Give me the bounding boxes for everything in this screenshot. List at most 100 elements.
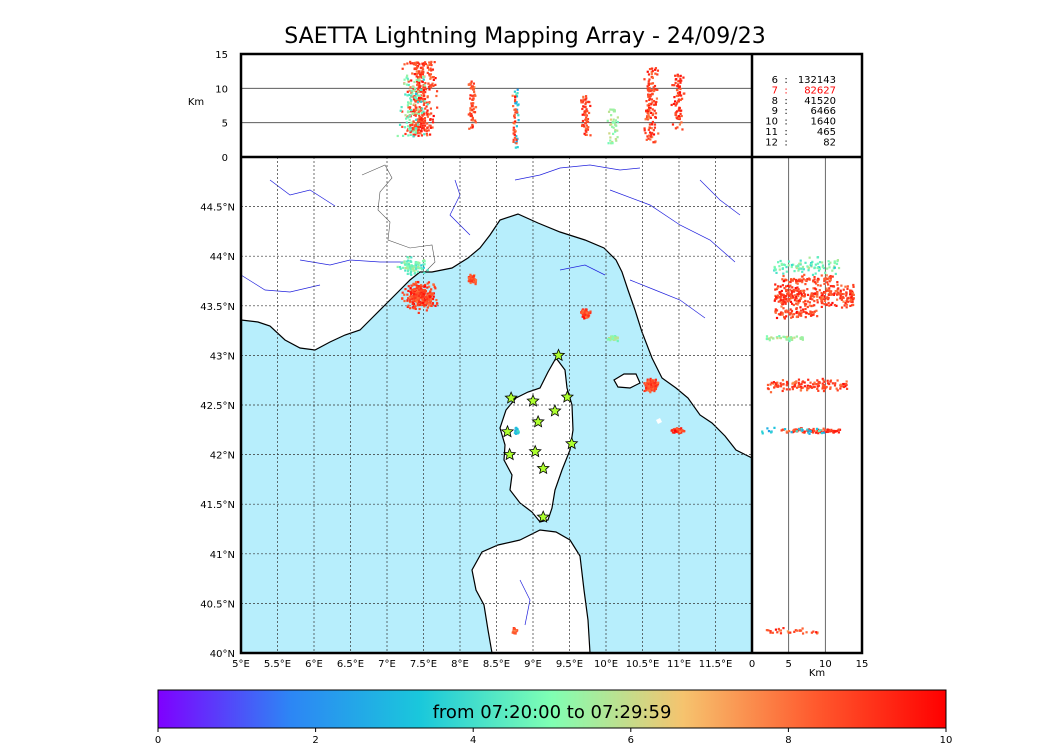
altitude-tick-label: 5 (222, 119, 228, 130)
lightning-point (417, 79, 421, 82)
lightning-point (779, 313, 782, 316)
lightning-point (429, 126, 432, 129)
lightning-point (423, 271, 426, 274)
lightning-point (423, 61, 427, 64)
legend-count: 132143 (798, 75, 836, 86)
lightning-point (799, 259, 802, 262)
lightning-point (781, 312, 784, 315)
lightning-point (431, 126, 434, 129)
lightning-point (404, 269, 407, 272)
lightning-point (422, 110, 425, 113)
lightning-point (789, 288, 792, 291)
lightning-point (419, 97, 422, 100)
lightning-point (679, 87, 682, 91)
lightning-point (584, 102, 587, 106)
lightning-point (420, 268, 424, 271)
lightning-point (807, 378, 810, 381)
lightning-point (819, 284, 822, 287)
lightning-point (808, 429, 811, 432)
lightning-point (653, 141, 657, 144)
lightning-point (613, 336, 616, 339)
lightning-point (417, 265, 420, 269)
lightning-point (786, 284, 790, 287)
lightning-point (420, 70, 423, 73)
lightning-point (516, 428, 519, 431)
lightning-point (801, 270, 804, 273)
lightning-point (512, 126, 515, 129)
lightning-point (827, 428, 830, 432)
lightning-point (422, 259, 426, 262)
lightning-point (431, 121, 435, 124)
lightning-point (403, 126, 407, 129)
lightning-point (414, 291, 417, 295)
lightning-point (426, 134, 429, 137)
lightning-point (813, 310, 816, 313)
lightning-point (408, 301, 412, 304)
lightning-point (651, 70, 654, 73)
lightning-point (795, 335, 799, 338)
lightning-point (819, 429, 822, 432)
lightning-point (678, 94, 681, 97)
lightning-point (837, 266, 841, 270)
lightning-point (430, 83, 433, 86)
lightning-point (789, 294, 792, 298)
lightning-point (769, 630, 772, 633)
lightning-point (780, 383, 783, 387)
longitude-tick-label: 7°E (378, 659, 396, 670)
lightning-point (845, 303, 849, 306)
lightning-point (801, 386, 804, 389)
lightning-point (420, 291, 423, 294)
lightning-point (409, 272, 412, 275)
lightning-point (651, 101, 654, 104)
lightning-point (406, 305, 409, 309)
lightning-point (613, 121, 616, 124)
lightning-point (793, 630, 796, 633)
lightning-point (430, 288, 433, 291)
legend-separator: : (784, 137, 787, 148)
lightning-point (418, 94, 422, 97)
lightning-point (417, 311, 420, 315)
lightning-point (779, 285, 782, 288)
lightning-point (516, 92, 519, 95)
lightning-point (768, 337, 771, 340)
lightning-point (780, 262, 783, 265)
lightning-point (472, 94, 475, 97)
lightning-point (800, 314, 803, 317)
lightning-point (822, 389, 826, 393)
legend-count: 82 (823, 137, 836, 148)
right-panel-grid (788, 157, 826, 653)
lightning-point (827, 293, 830, 296)
lightning-point (806, 265, 809, 268)
lightning-point (796, 286, 799, 289)
lightning-point (651, 108, 654, 111)
lightning-point (426, 115, 429, 118)
lightning-point (645, 389, 648, 392)
lightning-point (583, 132, 586, 135)
lightning-point (829, 279, 832, 282)
lightning-point (803, 430, 806, 433)
lightning-point (416, 64, 420, 68)
lightning-point (407, 79, 410, 82)
lightning-point (406, 272, 409, 276)
station-star (531, 414, 545, 428)
lightning-point (607, 337, 610, 341)
lightning-point (648, 78, 651, 81)
lightning-point (811, 273, 815, 276)
lightning-point (403, 78, 406, 81)
lightning-point (652, 86, 655, 89)
lightning-point (422, 75, 426, 78)
lightning-point (816, 428, 819, 432)
lightning-point (816, 431, 819, 434)
lightning-point (584, 129, 587, 132)
station-star (565, 436, 579, 450)
lightning-point (800, 382, 803, 385)
lightning-point (410, 284, 413, 287)
lightning-point (415, 99, 418, 102)
lightning-point (425, 111, 428, 114)
lightning-point (790, 302, 794, 305)
lightning-point (679, 81, 682, 84)
lightning-point (839, 291, 842, 294)
lightning-point (650, 133, 653, 136)
lightning-point (651, 76, 654, 80)
lightning-point (852, 297, 855, 300)
